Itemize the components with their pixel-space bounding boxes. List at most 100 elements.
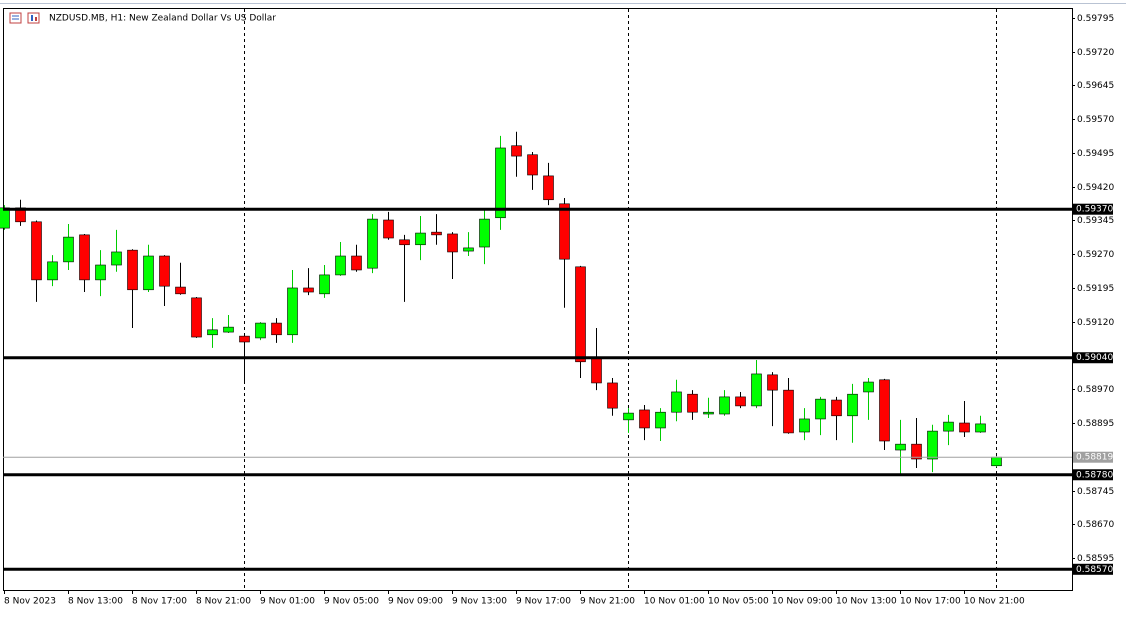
candle-body	[495, 147, 506, 219]
y-tick-label: 0.58970	[1077, 385, 1114, 395]
x-tick-label: 9 Nov 01:00	[260, 597, 315, 607]
candle-body	[527, 154, 538, 176]
y-tick-label: 0.59270	[1077, 250, 1114, 260]
candle-body	[959, 422, 970, 433]
candle-body	[415, 232, 426, 246]
level-label: 0.58780	[1076, 470, 1113, 480]
candle-body	[623, 412, 634, 421]
candle-body	[927, 430, 938, 460]
candle-body	[831, 399, 842, 417]
candle-body	[895, 443, 906, 451]
candle-body	[207, 329, 218, 336]
candle-body	[655, 411, 666, 429]
candle-body	[255, 322, 266, 339]
candle-body	[127, 249, 138, 291]
candle-body	[223, 326, 234, 333]
candle-body	[0, 207, 10, 229]
x-tick-label: 9 Nov 21:00	[580, 597, 635, 607]
x-tick-label: 10 Nov 17:00	[900, 597, 961, 607]
x-tick-label: 10 Nov 13:00	[836, 597, 897, 607]
level-label-box	[1073, 352, 1113, 364]
candle-body	[95, 264, 106, 281]
candle-body	[447, 233, 458, 253]
y-tick-label: 0.59645	[1077, 81, 1114, 91]
candle-body	[751, 373, 762, 407]
candle-body	[319, 274, 330, 295]
candle-body	[591, 357, 602, 384]
candle-body	[847, 393, 858, 417]
x-tick-label: 9 Nov 09:00	[388, 597, 443, 607]
candle-body	[431, 231, 442, 236]
y-tick-label: 0.59195	[1077, 284, 1114, 294]
y-tick-label: 0.59345	[1077, 216, 1114, 226]
plot-frame	[3, 8, 1073, 591]
candle-body	[735, 396, 746, 407]
candle-body	[399, 239, 410, 246]
level-label-box	[1073, 203, 1113, 215]
y-tick-label: 0.58670	[1077, 520, 1114, 530]
x-tick-label: 8 Nov 2023	[4, 597, 56, 607]
chart-title: NZDUSD.MB, H1: New Zealand Dollar Vs US …	[49, 14, 276, 24]
candle-body	[575, 266, 586, 363]
candle-body	[687, 393, 698, 413]
y-tick-label: 0.59720	[1077, 48, 1114, 58]
candle-body	[559, 203, 570, 260]
candle-body	[239, 335, 250, 343]
y-tick-label: 0.59570	[1077, 115, 1114, 125]
candle-body	[815, 398, 826, 420]
candle-body	[991, 456, 1002, 467]
x-tick-label: 10 Nov 09:00	[772, 597, 833, 607]
x-tick-label: 9 Nov 13:00	[452, 597, 507, 607]
candle-body	[367, 218, 378, 269]
candle-body	[143, 255, 154, 291]
candle-body	[607, 382, 618, 409]
candles	[0, 131, 1002, 474]
candle-body	[639, 409, 650, 429]
candle-body	[47, 261, 58, 281]
candle-body	[511, 145, 522, 157]
candle-body	[159, 255, 170, 287]
candle-body	[335, 255, 346, 276]
x-tick-label: 9 Nov 17:00	[516, 597, 571, 607]
level-label: 0.59370	[1076, 205, 1113, 215]
candle-body	[191, 297, 202, 338]
level-label-box	[1073, 469, 1113, 481]
candle-body	[271, 322, 282, 336]
candle-body	[671, 391, 682, 413]
candle-body	[479, 218, 490, 248]
current-price-box	[1073, 451, 1113, 463]
candle-body	[351, 255, 362, 271]
y-tick-label: 0.59495	[1077, 149, 1114, 159]
level-label-box	[1073, 563, 1113, 575]
y-tick-label: 0.58895	[1077, 419, 1114, 429]
candle-body	[463, 247, 474, 252]
x-tick-label: 10 Nov 01:00	[644, 597, 705, 607]
candle-body	[383, 219, 394, 239]
candle-body	[783, 389, 794, 434]
y-tick-label: 0.59795	[1077, 14, 1114, 24]
y-tick-label: 0.58745	[1077, 487, 1114, 497]
x-tick-label: 9 Nov 05:00	[324, 597, 379, 607]
candle-body	[703, 411, 714, 415]
x-tick-label: 10 Nov 21:00	[964, 597, 1025, 607]
candle-body	[63, 236, 74, 263]
candle-body	[943, 421, 954, 432]
candle-body	[303, 287, 314, 293]
candle-body	[911, 443, 922, 460]
x-tick-label: 8 Nov 17:00	[132, 597, 187, 607]
candle-body	[543, 175, 554, 201]
candle-body	[719, 396, 730, 415]
candle-body	[863, 381, 874, 393]
y-tick-label: 0.58595	[1077, 554, 1114, 564]
candle-body	[31, 221, 42, 281]
x-tick-label: 8 Nov 21:00	[196, 597, 251, 607]
candle-body	[111, 251, 122, 266]
current-price-label: 0.58819	[1076, 453, 1113, 463]
x-tick-label: 8 Nov 13:00	[68, 597, 123, 607]
y-tick-label: 0.59120	[1077, 318, 1114, 328]
candle-body	[175, 286, 186, 295]
x-tick-label: 10 Nov 05:00	[708, 597, 769, 607]
candle-body	[975, 423, 986, 433]
